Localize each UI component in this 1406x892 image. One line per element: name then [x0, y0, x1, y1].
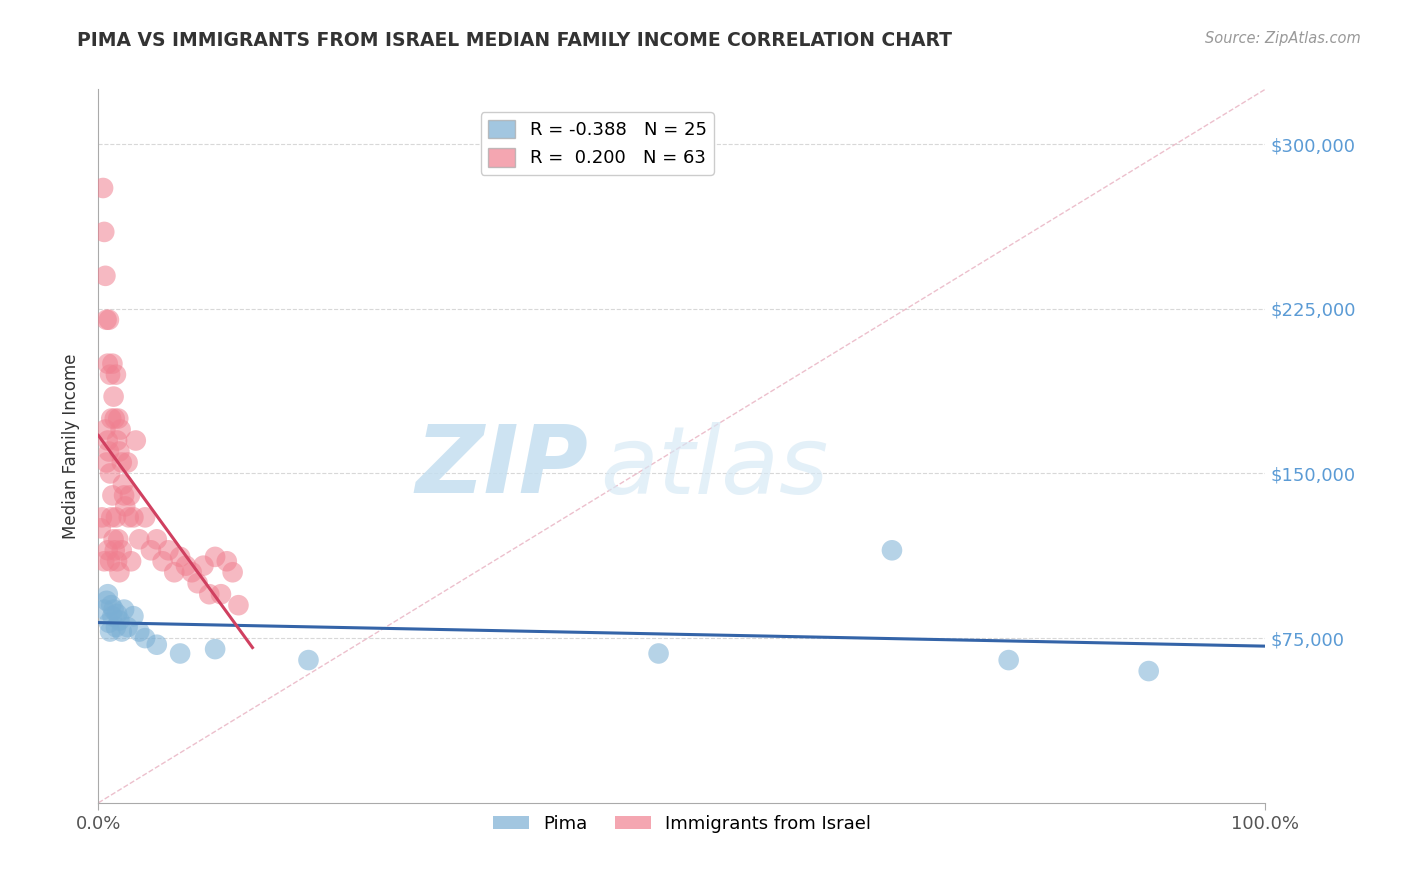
- Point: [94, 423, 117, 437]
- Point: [111, 455, 134, 469]
- Legend: Pima, Immigrants from Israel: Pima, Immigrants from Israel: [485, 808, 879, 840]
- Point: [97, 444, 120, 458]
- Point: [647, 647, 669, 661]
- Point: [101, 488, 124, 502]
- Point: [94, 268, 117, 283]
- Point: [96, 455, 118, 469]
- Point: [105, 434, 128, 448]
- Point: [204, 642, 226, 657]
- Point: [134, 631, 156, 645]
- Point: [146, 533, 169, 547]
- Point: [108, 444, 131, 458]
- Point: [103, 602, 125, 616]
- Point: [209, 587, 232, 601]
- Point: [104, 368, 127, 382]
- Point: [100, 411, 122, 425]
- Point: [174, 558, 197, 573]
- Point: [93, 225, 115, 239]
- Point: [104, 411, 127, 425]
- Point: [112, 488, 135, 502]
- Point: [221, 566, 243, 580]
- Point: [120, 554, 142, 568]
- Point: [198, 587, 221, 601]
- Point: [97, 312, 120, 326]
- Point: [104, 510, 127, 524]
- Point: [157, 543, 180, 558]
- Point: [97, 543, 120, 558]
- Text: atlas: atlas: [600, 422, 828, 513]
- Point: [146, 638, 169, 652]
- Point: [110, 423, 132, 437]
- Point: [103, 390, 125, 404]
- Point: [228, 598, 250, 612]
- Point: [139, 543, 162, 558]
- Point: [118, 510, 141, 524]
- Point: [97, 615, 120, 630]
- Point: [122, 510, 145, 524]
- Point: [180, 566, 202, 580]
- Point: [163, 566, 186, 580]
- Point: [104, 543, 127, 558]
- Text: PIMA VS IMMIGRANTS FROM ISRAEL MEDIAN FAMILY INCOME CORRELATION CHART: PIMA VS IMMIGRANTS FROM ISRAEL MEDIAN FA…: [77, 31, 952, 50]
- Text: Source: ZipAtlas.com: Source: ZipAtlas.com: [1205, 31, 1361, 46]
- Point: [117, 620, 139, 634]
- Point: [108, 614, 131, 628]
- Point: [117, 455, 139, 469]
- Point: [193, 558, 215, 573]
- Point: [104, 620, 127, 634]
- Point: [111, 543, 134, 558]
- Point: [101, 357, 124, 371]
- Point: [880, 543, 903, 558]
- Point: [93, 554, 115, 568]
- Point: [108, 566, 131, 580]
- Point: [107, 411, 129, 425]
- Point: [103, 533, 125, 547]
- Point: [97, 357, 120, 371]
- Point: [118, 488, 141, 502]
- Text: ZIP: ZIP: [416, 421, 589, 514]
- Point: [1137, 664, 1160, 678]
- Point: [100, 510, 122, 524]
- Point: [187, 576, 209, 591]
- Point: [105, 554, 128, 568]
- Point: [91, 181, 114, 195]
- Point: [111, 477, 134, 491]
- Point: [93, 602, 115, 616]
- Point: [997, 653, 1019, 667]
- Point: [100, 598, 122, 612]
- Point: [112, 602, 135, 616]
- Point: [97, 434, 120, 448]
- Point: [90, 510, 112, 524]
- Point: [101, 609, 124, 624]
- Point: [98, 624, 121, 639]
- Point: [90, 521, 112, 535]
- Point: [152, 554, 174, 568]
- Point: [98, 467, 121, 481]
- Point: [122, 609, 145, 624]
- Point: [96, 312, 118, 326]
- Point: [98, 554, 121, 568]
- Point: [107, 533, 129, 547]
- Point: [105, 607, 128, 621]
- Point: [169, 647, 191, 661]
- Point: [297, 653, 319, 667]
- Point: [215, 554, 238, 568]
- Point: [97, 587, 120, 601]
- Point: [111, 624, 134, 639]
- Point: [128, 624, 150, 639]
- Point: [204, 549, 226, 564]
- Point: [169, 549, 191, 564]
- Point: [114, 500, 136, 514]
- Point: [128, 533, 150, 547]
- Point: [98, 368, 121, 382]
- Point: [134, 510, 156, 524]
- Y-axis label: Median Family Income: Median Family Income: [62, 353, 80, 539]
- Point: [125, 434, 148, 448]
- Point: [96, 594, 118, 608]
